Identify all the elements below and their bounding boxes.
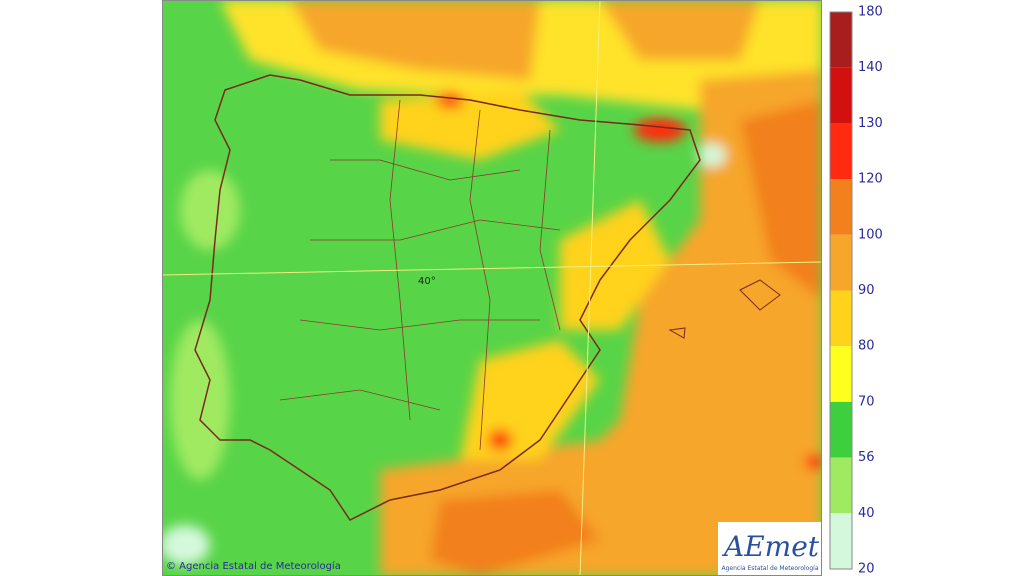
field [162, 0, 822, 576]
parallel [162, 261, 822, 276]
colorbar-band [830, 234, 852, 291]
colorbar-label: 120 [858, 172, 883, 187]
logo-subtitle: Agencia Estatal de Meteorología [722, 565, 819, 572]
colorbar-label: 70 [858, 394, 875, 409]
province-borders [279, 99, 561, 451]
colorbar-band [830, 290, 852, 347]
colorbar-frame [829, 11, 853, 570]
colorbar-label: 20 [858, 562, 875, 576]
colorbar-label: 90 [858, 283, 875, 298]
colorbar-band [830, 67, 852, 124]
colorbar: 180 140 130 120 100 90 80 70 56 40 20 [829, 5, 883, 576]
colorbar-band [830, 179, 852, 235]
islands [668, 279, 781, 339]
colorbar-band [830, 457, 852, 514]
colorbar-band [830, 401, 852, 458]
colorbar-label: 80 [858, 339, 875, 354]
colorbar-label: 40 [858, 506, 875, 521]
coastline [194, 74, 701, 521]
colorbar-band [830, 513, 852, 569]
latitude-label: 40° [418, 276, 436, 287]
colorbar-label: 130 [858, 116, 883, 131]
colorbar-label: 56 [858, 450, 875, 465]
meridian [579, 0, 601, 576]
colorbar-band [830, 123, 852, 180]
logo-box [718, 522, 822, 576]
map: 40° © Agencia Estatal de Meteorología AE… [162, 0, 822, 576]
colorbar-label: 140 [858, 60, 883, 75]
logo-name: AEmet [721, 530, 820, 563]
colorbar-band [830, 12, 852, 68]
colorbar-band [830, 346, 852, 402]
colorbar-label: 100 [858, 227, 883, 242]
copyright: © Agencia Estatal de Meteorología [166, 560, 341, 572]
colorbar-label: 180 [858, 5, 883, 20]
